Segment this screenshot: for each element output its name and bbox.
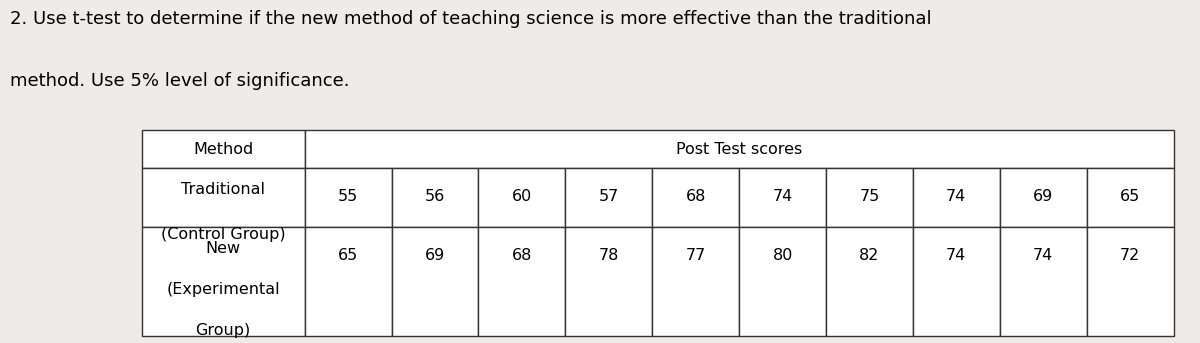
Bar [826, 227, 913, 336]
Bar [142, 227, 305, 336]
Text: method. Use 5% level of significance.: method. Use 5% level of significance. [10, 72, 349, 90]
Bar [305, 227, 391, 336]
Bar [565, 168, 653, 227]
Text: 65: 65 [338, 248, 359, 263]
Text: 55: 55 [338, 189, 359, 204]
Text: 74: 74 [773, 189, 793, 204]
Text: New: New [205, 241, 241, 256]
Text: Post Test scores: Post Test scores [676, 142, 803, 157]
Bar [826, 168, 913, 227]
Text: (Control Group): (Control Group) [161, 227, 286, 242]
Bar [913, 227, 1000, 336]
Bar [913, 168, 1000, 227]
Bar [305, 130, 1174, 168]
Text: 74: 74 [947, 189, 966, 204]
Bar [653, 168, 739, 227]
Bar [739, 168, 826, 227]
Bar [391, 168, 479, 227]
Bar [1000, 168, 1087, 227]
Text: 74: 74 [1033, 248, 1054, 263]
Bar [1087, 227, 1174, 336]
Text: 72: 72 [1120, 248, 1140, 263]
Text: 56: 56 [425, 189, 445, 204]
Bar [565, 227, 653, 336]
Text: Group): Group) [196, 323, 251, 338]
Bar [1000, 227, 1087, 336]
Text: 77: 77 [685, 248, 706, 263]
Text: 57: 57 [599, 189, 619, 204]
Text: 68: 68 [685, 189, 706, 204]
Bar [142, 168, 305, 227]
Text: 2. Use t-test to determine if the new method of teaching science is more effecti: 2. Use t-test to determine if the new me… [10, 10, 931, 28]
Text: 74: 74 [947, 248, 966, 263]
Text: 75: 75 [859, 189, 880, 204]
Bar [391, 227, 479, 336]
Text: 60: 60 [511, 189, 532, 204]
Text: 82: 82 [859, 248, 880, 263]
Bar [142, 130, 305, 168]
Text: 69: 69 [425, 248, 445, 263]
Bar [305, 168, 391, 227]
Bar [479, 168, 565, 227]
Text: 68: 68 [511, 248, 532, 263]
Text: Traditional: Traditional [181, 182, 265, 197]
Text: (Experimental: (Experimental [167, 282, 280, 297]
Text: 69: 69 [1033, 189, 1054, 204]
Text: 80: 80 [773, 248, 793, 263]
Text: 78: 78 [599, 248, 619, 263]
Text: 65: 65 [1120, 189, 1140, 204]
Bar [739, 227, 826, 336]
Bar [653, 227, 739, 336]
Bar [1087, 168, 1174, 227]
Text: Method: Method [193, 142, 253, 157]
Bar [479, 227, 565, 336]
